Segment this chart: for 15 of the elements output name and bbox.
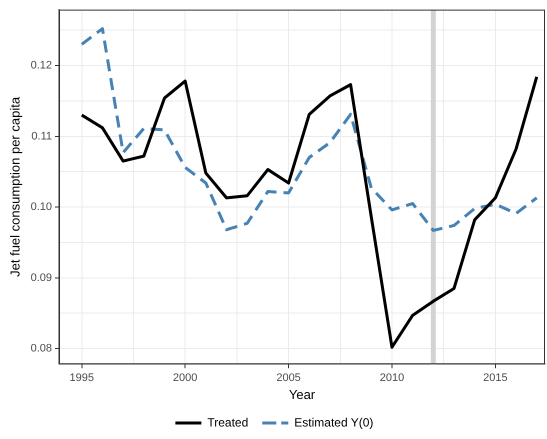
- y-tick-label: 0.12: [30, 60, 52, 72]
- y-tick-label: 0.09: [30, 272, 52, 284]
- x-tick-label: 2005: [276, 372, 301, 384]
- x-tick-label: 2015: [483, 372, 508, 384]
- x-axis-title: Year: [288, 386, 316, 402]
- y-tick-label: 0.10: [30, 201, 52, 214]
- y-tick-label: 0.08: [30, 342, 52, 355]
- y-axis-title: Jet fuel consumption per capita: [7, 96, 22, 277]
- legend-label: Treated: [207, 415, 248, 430]
- y-tick-label: 0.11: [31, 130, 52, 142]
- x-tick-label: 1995: [70, 372, 94, 384]
- x-tick-label: 2000: [172, 372, 198, 384]
- x-tick-label: 2010: [380, 372, 404, 384]
- legend-label: Estimated Y(0): [294, 415, 374, 430]
- line-series: [80, 27, 538, 232]
